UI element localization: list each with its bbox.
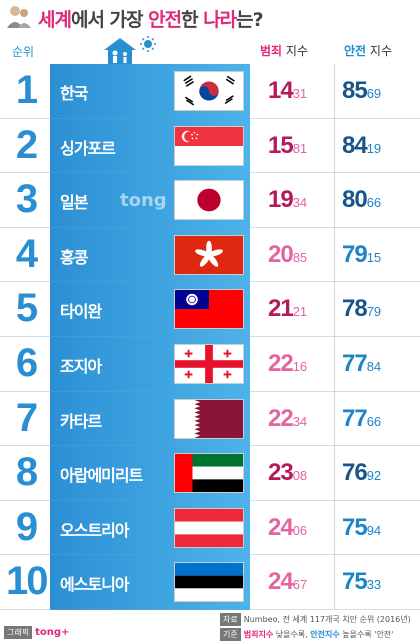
country-name: 아랍에미리트 <box>60 466 143 486</box>
country-name: 에스토니아 <box>60 575 130 595</box>
graphic-credit: 그래픽 tong+ <box>4 626 69 639</box>
row-divider <box>0 499 420 501</box>
row-divider <box>0 281 420 283</box>
crime-index-value: 1934 <box>268 186 308 214</box>
rank-header: 순위 <box>12 45 35 59</box>
georgia-flag-icon <box>174 344 244 384</box>
table-row: 6 조지아 2216 7784 <box>0 337 420 392</box>
rank-number: 8 <box>15 450 38 495</box>
crime-index-header: 범죄 지수 <box>260 44 308 58</box>
rank-number: 7 <box>15 395 38 440</box>
japan-flag-icon <box>174 180 244 221</box>
taiwan-flag-icon <box>174 289 244 330</box>
safety-index-value: 7692 <box>342 459 382 487</box>
crime-index-value: 1581 <box>268 131 308 159</box>
safety-index-value: 8066 <box>342 186 382 214</box>
safety-index-value: 8569 <box>342 77 382 104</box>
row-divider <box>0 445 420 447</box>
rank-number: 6 <box>15 341 38 385</box>
safety-index-value: 8419 <box>342 131 382 159</box>
table-row: 10 에스토니아 2467 7533 <box>0 555 420 610</box>
rank-number: 9 <box>15 504 38 549</box>
safety-index-header: 안전 지수 <box>344 44 392 58</box>
crime-index-value: 1431 <box>268 77 308 104</box>
singapore-flag-icon <box>174 125 244 166</box>
footer: 자료 Numbeo, 전 세계 117개국 치안 순위 (2016년) 기준 범죄지… <box>0 612 420 643</box>
crime-index-value: 2467 <box>268 568 308 596</box>
country-name: 한국 <box>60 84 88 103</box>
table-header: 순위 범죄 지수 안전 지수 <box>0 36 420 64</box>
table-row: 5 타이완 2121 7879 <box>0 282 420 337</box>
column-divider <box>334 64 335 610</box>
safety-index-value: 7915 <box>342 240 382 268</box>
country-name: 홍콩 <box>60 247 88 267</box>
austria-flag-icon <box>174 507 244 548</box>
row-divider <box>0 226 420 228</box>
country-name: 일본 <box>60 193 88 213</box>
row-divider <box>0 335 420 337</box>
crime-index-value: 2085 <box>268 240 308 268</box>
country-name: 싱가포르 <box>60 138 116 158</box>
rank-number: 5 <box>15 286 38 331</box>
table-row: 8 아랍에미리트 2308 7692 <box>0 446 420 501</box>
country-name: 타이완 <box>60 302 102 322</box>
safety-index-value: 7766 <box>342 404 382 432</box>
watermark: tong <box>120 190 167 211</box>
crime-index-value: 2121 <box>268 295 308 323</box>
safety-index-value: 7784 <box>342 350 382 377</box>
table-row: 2 싱가포르 1581 8419 <box>0 119 420 174</box>
row-divider <box>0 117 420 119</box>
page-title: 세계에서 가장 안전한 나라는? <box>38 9 264 31</box>
country-name: 조지아 <box>60 357 102 376</box>
table-row: 9 오스트리아 2406 7594 <box>0 501 420 556</box>
hongkong-flag-icon <box>174 234 244 275</box>
table-row: 4 홍콩 2085 7915 <box>0 228 420 283</box>
table-row: 3 일본 1934 8066 <box>0 173 420 228</box>
crime-index-value: 2406 <box>268 513 308 541</box>
basis-note: 기준 범죄지수 낮을수록, 안전지수 높을수록 '안전' <box>220 628 393 641</box>
estonia-flag-icon <box>174 562 244 603</box>
table-row: 7 카타르 2234 7766 <box>0 392 420 447</box>
rank-number: 4 <box>15 231 38 276</box>
row-divider <box>0 608 420 610</box>
row-divider <box>0 172 420 174</box>
title-bar: 세계에서 가장 안전한 나라는? <box>0 0 420 32</box>
table-row: 1 한국 1431 8569 <box>0 64 420 119</box>
people-icon <box>7 6 31 28</box>
rank-number: 10 <box>6 559 49 604</box>
house-family-icon <box>104 36 156 64</box>
rank-number: 1 <box>15 68 38 112</box>
source-note: 자료 Numbeo, 전 세계 117개국 치안 순위 (2016년) <box>220 613 411 626</box>
safety-index-value: 7879 <box>342 295 382 323</box>
safety-index-value: 7594 <box>342 513 382 541</box>
crime-index-value: 2234 <box>268 404 308 432</box>
crime-index-value: 2216 <box>268 350 308 377</box>
country-name: 오스트리아 <box>60 520 130 540</box>
row-divider <box>0 390 420 392</box>
rank-number: 2 <box>15 122 38 167</box>
crime-index-value: 2308 <box>268 459 308 487</box>
country-name: 카타르 <box>60 411 102 431</box>
uae-flag-icon <box>174 453 244 494</box>
safety-index-value: 7533 <box>342 568 382 596</box>
row-divider <box>0 554 420 556</box>
rank-number: 3 <box>15 177 38 222</box>
qatar-flag-icon <box>174 398 244 439</box>
korea-flag-icon <box>174 71 244 111</box>
